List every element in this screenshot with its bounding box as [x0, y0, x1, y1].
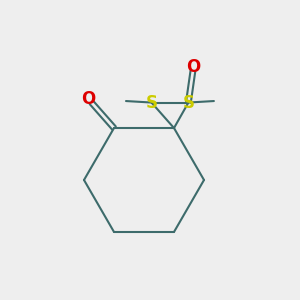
- Text: S: S: [146, 94, 158, 112]
- Text: O: O: [186, 58, 200, 76]
- Text: O: O: [81, 90, 96, 108]
- Text: S: S: [182, 94, 194, 112]
